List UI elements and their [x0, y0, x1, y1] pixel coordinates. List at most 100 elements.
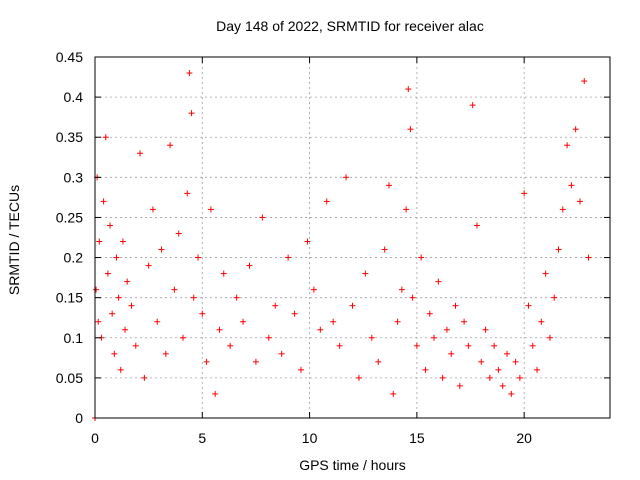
- data-point: [113, 254, 120, 261]
- data-point: [246, 262, 253, 269]
- data-point: [252, 358, 259, 365]
- data-point: [551, 294, 558, 301]
- data-point: [431, 334, 438, 341]
- data-point: [572, 126, 579, 133]
- data-point: [298, 366, 304, 373]
- data-point: [124, 278, 131, 285]
- data-point: [179, 334, 186, 341]
- data-point: [212, 390, 219, 397]
- data-point: [95, 318, 102, 325]
- data-point: [407, 126, 414, 133]
- data-point: [107, 222, 114, 229]
- data-point: [555, 246, 562, 253]
- data-point: [426, 310, 433, 317]
- data-point: [512, 358, 519, 365]
- data-point: [186, 70, 193, 77]
- data-point: [203, 358, 210, 365]
- data-point: [394, 318, 401, 325]
- data-point: [461, 318, 468, 325]
- data-point: [585, 254, 592, 261]
- data-point: [137, 150, 144, 157]
- data-point: [568, 182, 575, 189]
- y-tick-label: 0.2: [64, 250, 84, 266]
- data-point: [409, 294, 416, 301]
- data-point: [521, 190, 528, 197]
- data-point: [109, 310, 116, 317]
- data-point: [422, 366, 429, 373]
- data-point: [93, 286, 100, 293]
- data-point: [240, 318, 247, 325]
- data-point: [504, 350, 510, 357]
- data-point: [259, 214, 266, 221]
- data-point: [167, 142, 174, 149]
- y-tick-label: 0.4: [64, 89, 84, 105]
- data-point: [227, 342, 234, 349]
- data-point: [207, 206, 214, 213]
- data-point: [195, 254, 201, 261]
- data-point: [516, 374, 523, 381]
- data-point: [576, 198, 583, 205]
- axes: [94, 56, 611, 419]
- data-point: [188, 110, 195, 117]
- data-point: [323, 198, 330, 205]
- data-point: [278, 350, 285, 357]
- data-point: [508, 390, 515, 397]
- y-axis-label: SRMTID / TECUs: [6, 184, 22, 296]
- data-point: [171, 286, 178, 293]
- data-point: [149, 206, 156, 213]
- data-point: [343, 174, 350, 181]
- data-point: [96, 238, 103, 245]
- data-point: [368, 334, 375, 341]
- data-point: [162, 350, 169, 357]
- data-point: [435, 278, 442, 285]
- data-point: [418, 254, 425, 261]
- data-point: [473, 222, 480, 229]
- data-point: [102, 134, 109, 141]
- data-point: [117, 366, 124, 373]
- x-tick-label: 5: [198, 430, 206, 446]
- data-point: [499, 382, 506, 389]
- data-point: [285, 254, 292, 261]
- data-point: [542, 270, 549, 277]
- data-point: [581, 78, 588, 85]
- data-point: [145, 262, 152, 269]
- x-tick-label: 10: [302, 430, 318, 446]
- data-point: [100, 198, 107, 205]
- data-point: [272, 302, 279, 309]
- data-point: [233, 294, 240, 301]
- data-point: [478, 358, 485, 365]
- chart-title: Day 148 of 2022, SRMTID for receiver ala…: [216, 18, 484, 34]
- data-point: [154, 318, 161, 325]
- data-point: [448, 350, 455, 357]
- data-point: [482, 326, 489, 333]
- data-point: [456, 382, 463, 389]
- grid-lines: [94, 56, 610, 419]
- plot-frame: [94, 56, 611, 419]
- x-tick-label: 20: [516, 430, 532, 446]
- x-tick-label: 0: [91, 430, 99, 446]
- data-point: [538, 318, 545, 325]
- data-point: [220, 270, 227, 277]
- data-point: [175, 230, 182, 237]
- tick-labels: 0 0.05 0.1 0.15 0.2 0.25 0.3 0.35 0.4 0.45 0 5 10 15 2…: [56, 49, 532, 446]
- y-tick-label: 0.3: [64, 169, 84, 185]
- data-point: [158, 246, 165, 253]
- data-point: [452, 302, 459, 309]
- y-tick-label: 0.35: [56, 129, 83, 145]
- data-point: [413, 342, 420, 349]
- data-point: [362, 270, 369, 277]
- data-point: [111, 350, 118, 357]
- x-tick-label: 15: [409, 430, 425, 446]
- data-point: [132, 342, 139, 349]
- data-point: [216, 326, 223, 333]
- data-point: [355, 374, 362, 381]
- data-point: [115, 294, 122, 301]
- scatter-points: [92, 70, 592, 421]
- data-point: [184, 190, 191, 197]
- y-tick-label: 0.25: [56, 209, 83, 225]
- data-point: [385, 182, 392, 189]
- data-point: [104, 270, 111, 277]
- data-point: [529, 342, 536, 349]
- data-point: [349, 302, 356, 309]
- data-point: [390, 390, 397, 397]
